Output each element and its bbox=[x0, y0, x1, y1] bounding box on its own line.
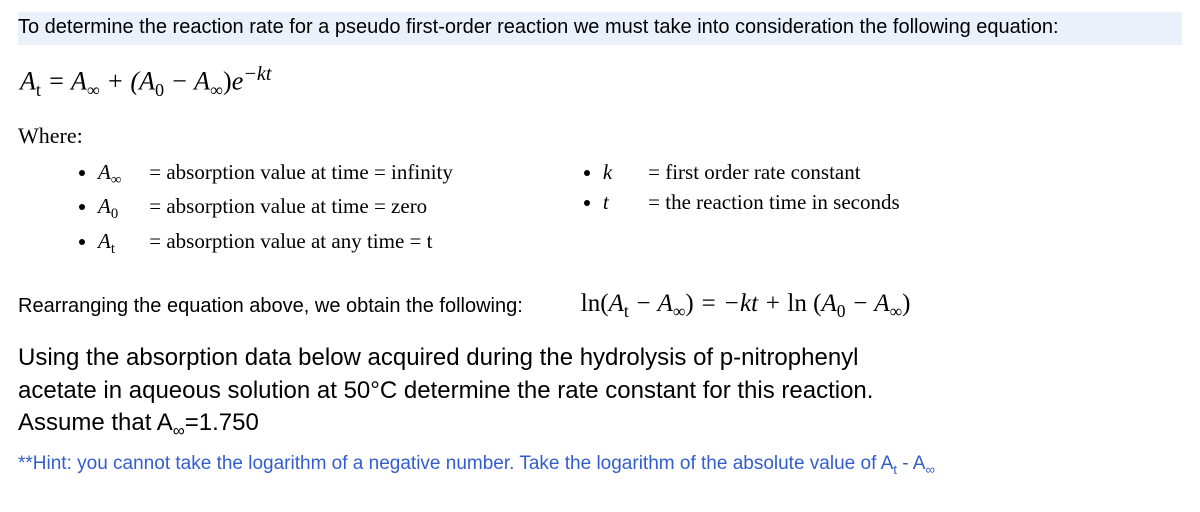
hint-pre: **Hint: you cannot take the logarithm of… bbox=[18, 453, 893, 474]
eq1-plus: + ( bbox=[100, 67, 139, 96]
def-sub: 0 bbox=[111, 207, 118, 223]
eq2-a2sub: ∞ bbox=[673, 301, 685, 321]
eq2-m2: − bbox=[845, 290, 874, 317]
eq1-eq: = bbox=[41, 67, 71, 96]
eq2-close1: ) bbox=[685, 290, 693, 317]
eq2-a1: A bbox=[609, 290, 624, 317]
main-q3-post: =1.750 bbox=[185, 409, 259, 436]
equation-2: ln(At − A∞) = −kt + ln (A0 − A∞) bbox=[581, 290, 911, 322]
eq2-neg: − bbox=[723, 290, 740, 317]
eq1-r2-sub: 0 bbox=[155, 80, 164, 100]
eq1-e: e bbox=[232, 67, 244, 96]
main-question: Using the absorption data below acquired… bbox=[18, 342, 1182, 442]
rearranging-row: Rearranging the equation above, we obtai… bbox=[18, 290, 1182, 322]
main-q-line3: Assume that A∞=1.750 bbox=[18, 407, 1182, 442]
eq2-a4sub: ∞ bbox=[890, 301, 902, 321]
eq2-ln2: ln bbox=[787, 290, 813, 317]
list-item: A0 = absorption value at time = zero bbox=[98, 191, 453, 226]
main-q3-pre: Assume that A bbox=[18, 409, 173, 436]
hint-sub2: ∞ bbox=[925, 461, 934, 476]
list-item: A∞ = absorption value at time = infinity bbox=[98, 157, 453, 192]
list-item: t = the reaction time in seconds bbox=[603, 187, 900, 217]
eq2-m1: − bbox=[629, 290, 658, 317]
eq1-r2: A bbox=[139, 67, 155, 96]
def-sub: ∞ bbox=[111, 172, 121, 188]
eq1-minus: − bbox=[164, 67, 194, 96]
where-label: Where: bbox=[18, 123, 1182, 149]
eq1-r3: A bbox=[194, 67, 210, 96]
def-sub: t bbox=[111, 241, 115, 257]
def-text: = the reaction time in seconds bbox=[648, 190, 900, 214]
list-item: k = first order rate constant bbox=[603, 157, 900, 187]
eq2-plus: + bbox=[758, 290, 787, 317]
definitions-left: A∞ = absorption value at time = infinity… bbox=[78, 157, 453, 261]
eq1-r3-sub: ∞ bbox=[210, 80, 223, 100]
def-sym: t bbox=[603, 187, 643, 217]
eq1-r1: A bbox=[71, 67, 87, 96]
def-sym: k bbox=[603, 157, 643, 187]
def-sym: A bbox=[98, 160, 111, 184]
intro-text: To determine the reaction rate for a pse… bbox=[18, 12, 1182, 45]
rearranging-text: Rearranging the equation above, we obtai… bbox=[18, 295, 523, 318]
main-q3-sub: ∞ bbox=[173, 421, 185, 440]
eq2-eq: = bbox=[694, 290, 723, 317]
def-text: = absorption value at time = zero bbox=[149, 194, 427, 218]
eq2-a4: A bbox=[874, 290, 889, 317]
eq2-close2: ) bbox=[902, 290, 910, 317]
eq2-k: kt bbox=[740, 290, 758, 317]
main-q-line1: Using the absorption data below acquired… bbox=[18, 342, 1182, 374]
eq1-close: ) bbox=[223, 67, 232, 96]
eq1-exp: −kt bbox=[243, 63, 271, 85]
list-item: At = absorption value at any time = t bbox=[98, 226, 453, 261]
eq1-r1-sub: ∞ bbox=[87, 80, 100, 100]
document-page: To determine the reaction rate for a pse… bbox=[0, 0, 1200, 488]
definitions-right: k = first order rate constant t = the re… bbox=[583, 157, 900, 261]
eq1-lhs-sym: A bbox=[20, 67, 36, 96]
def-text: = first order rate constant bbox=[648, 160, 860, 184]
hint-mid: - A bbox=[897, 453, 926, 474]
def-text: = absorption value at time = infinity bbox=[149, 160, 453, 184]
definitions-columns: A∞ = absorption value at time = infinity… bbox=[78, 157, 1182, 261]
def-sym: A bbox=[98, 229, 111, 253]
eq2-ln1: ln bbox=[581, 290, 600, 317]
equation-1: At = A∞ + (A0 − A∞)e−kt bbox=[20, 63, 1182, 101]
eq2-a2: A bbox=[658, 290, 673, 317]
def-text: = absorption value at any time = t bbox=[149, 229, 432, 253]
main-q-line2: acetate in aqueous solution at 50°C dete… bbox=[18, 375, 1182, 407]
eq2-open1: ( bbox=[600, 290, 608, 317]
def-sym: A bbox=[98, 194, 111, 218]
hint-text: **Hint: you cannot take the logarithm of… bbox=[18, 453, 1182, 477]
eq2-a3: A bbox=[821, 290, 836, 317]
